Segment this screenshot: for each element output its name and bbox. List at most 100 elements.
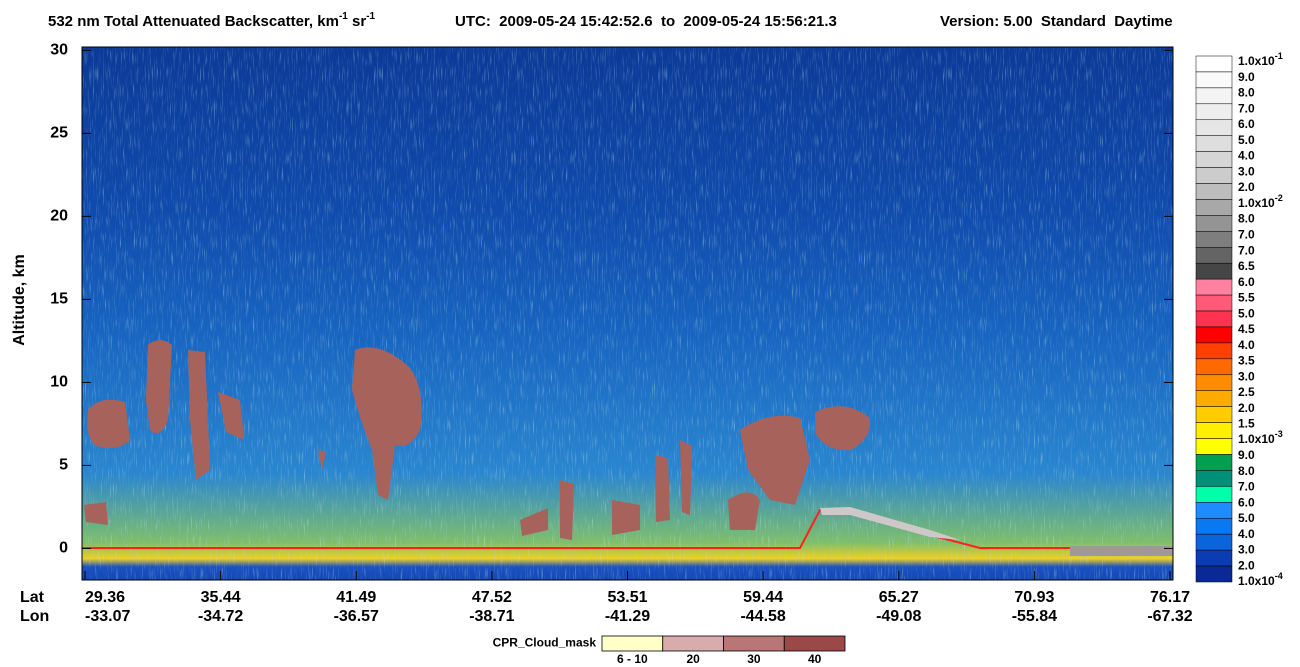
y-axis-label: Altitude, km (11, 254, 28, 346)
colorbar-swatch (1195, 294, 1233, 312)
colorbar-swatch (1195, 422, 1233, 439)
colorbar-swatch (1195, 454, 1233, 471)
colorbar-label: 8.0 (1238, 212, 1255, 226)
colorbar-label: 1.0x10-2 (1238, 193, 1283, 210)
colorbar-swatch (1195, 470, 1233, 487)
colorbar-swatch (1195, 517, 1233, 535)
x-tick-label: 35.44 (201, 589, 241, 606)
version: Version: 5.00 Standard Daytime (940, 13, 1173, 30)
colorbar-label: 9.0 (1238, 448, 1255, 462)
colorbar-label-exp: -3 (1275, 430, 1283, 440)
colorbar-swatch (1195, 167, 1233, 184)
colorbar-swatch (1195, 278, 1233, 296)
colorbar-swatch (1195, 231, 1233, 248)
colorbar-label: 1.0x10-3 (1238, 430, 1283, 447)
colorbar-label: 4.5 (1238, 322, 1255, 336)
colorbar-swatch (1195, 215, 1233, 232)
colorbar-label-exp: -2 (1275, 193, 1283, 203)
colorbar-label: 8.0 (1238, 86, 1255, 100)
colorbar-swatch (1195, 486, 1233, 503)
colorbar-swatch (1195, 438, 1233, 455)
colorbar-swatch (1195, 71, 1233, 89)
cloud-mask-label: 20 (686, 652, 700, 666)
colorbar-swatch (1195, 310, 1233, 328)
colorbar-label: 6.0 (1238, 117, 1255, 131)
x-tick-label: -41.29 (605, 608, 650, 625)
colorbar-label-base: 1.0x10 (1238, 574, 1275, 588)
colorbar-label: 3.0 (1238, 543, 1255, 557)
x-tick-label: 76.17 (1150, 589, 1190, 606)
colorbar-swatch (1195, 502, 1233, 519)
colorbar-label: 1.5 (1238, 417, 1255, 431)
x-tick-label: 41.49 (336, 589, 376, 606)
colorbar-swatch (1195, 183, 1233, 200)
colorbar-label-exp: -1 (1275, 51, 1283, 61)
x-tick-label: 47.52 (472, 589, 512, 606)
y-tick-label: 25 (50, 125, 68, 142)
y-tick-label: 20 (50, 208, 68, 225)
y-tick-label: 0 (59, 540, 68, 557)
colorbar-label: 1.0x10-4 (1238, 571, 1283, 588)
colorbar-label: 7.0 (1238, 101, 1255, 115)
colorbar-swatch (1195, 533, 1233, 551)
cloud-mask-swatch (662, 635, 724, 652)
y-tick-label: 30 (50, 42, 68, 59)
cloud-mask-swatch (783, 635, 846, 652)
colorbar-swatch (1195, 374, 1233, 391)
x-row-name: Lat (20, 589, 45, 606)
colorbar-label-base: 1.0x10 (1238, 54, 1275, 68)
x-tick-label: 65.27 (879, 589, 919, 606)
x-tick-label: 29.36 (85, 589, 125, 606)
colorbar-label: 3.0 (1238, 369, 1255, 383)
colorbar-swatch (1195, 358, 1233, 376)
colorbar-label: 3.0 (1238, 164, 1255, 178)
x-tick-label: 70.93 (1014, 589, 1054, 606)
cloud-mask-label: 6 - 10 (617, 652, 648, 666)
colorbar-swatch (1195, 549, 1233, 567)
cloud-mask-label: 30 (747, 652, 761, 666)
colorbar-swatch (1195, 247, 1233, 264)
cloud-mask-swatch (723, 635, 785, 652)
colorbar-swatch (1195, 199, 1233, 216)
colorbar-label: 5.0 (1238, 133, 1255, 147)
colorbar-label: 5.0 (1238, 306, 1255, 320)
colorbar-label: 5.0 (1238, 511, 1255, 525)
chart-title: 532 nm Total Attenuated Backscatter, km-… (48, 11, 376, 30)
colorbar-label: 6.5 (1238, 259, 1255, 273)
x-tick-label: -49.08 (876, 608, 921, 625)
x-tick-label: 59.44 (743, 589, 783, 606)
colorbar-label: 5.5 (1238, 291, 1255, 305)
colorbar-swatch (1195, 151, 1233, 168)
colorbar-swatch (1195, 135, 1233, 152)
y-tick-label: 5 (59, 457, 68, 474)
colorbar-swatch (1195, 342, 1233, 360)
x-row-name: Lon (20, 608, 49, 625)
colorbar-swatch (1195, 87, 1233, 105)
colorbar-swatch (1195, 326, 1233, 344)
colorbar-swatch (1195, 55, 1233, 73)
colorbar-swatch (1195, 119, 1233, 136)
colorbar-swatch (1195, 565, 1233, 583)
colorbar-label: 7.0 (1238, 480, 1255, 494)
utc-range: UTC: 2009-05-24 15:42:52.6 to 2009-05-24… (455, 13, 837, 30)
colorbar-label-exp: -4 (1275, 571, 1283, 581)
y-tick-label: 15 (50, 291, 68, 308)
y-tick-label: 10 (50, 374, 68, 391)
colorbar-label: 2.5 (1238, 385, 1255, 399)
colorbar-label: 4.0 (1238, 527, 1255, 541)
colorbar-label: 4.0 (1238, 149, 1255, 163)
colorbar-label-base: 1.0x10 (1238, 432, 1275, 446)
colorbar-label: 7.0 (1238, 243, 1255, 257)
colorbar-label: 3.5 (1238, 354, 1255, 368)
x-tick-label: -44.58 (740, 608, 785, 625)
x-tick-label: -34.72 (198, 608, 243, 625)
colorbar-label: 9.0 (1238, 70, 1255, 84)
x-tick-label: -55.84 (1012, 608, 1057, 625)
cloud-mask-title: CPR_Cloud_mask (493, 636, 597, 650)
x-tick-label: 53.51 (607, 589, 647, 606)
colorbar-label: 6.0 (1238, 275, 1255, 289)
x-tick-label: -67.32 (1147, 608, 1192, 625)
x-tick-label: -38.71 (469, 608, 514, 625)
colorbar-label-base: 1.0x10 (1238, 196, 1275, 210)
